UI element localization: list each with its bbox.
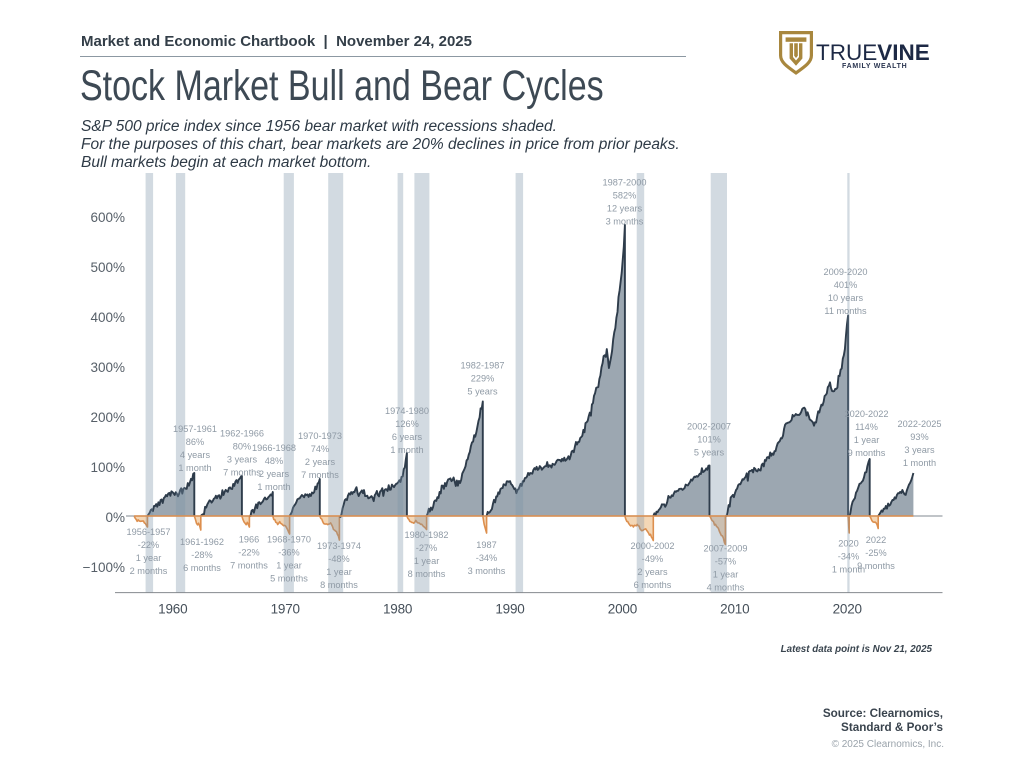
svg-text:0%: 0%	[105, 510, 125, 525]
svg-text:5 months: 5 months	[270, 573, 308, 583]
svg-text:1 month: 1 month	[257, 482, 290, 492]
svg-text:1961-1962: 1961-1962	[180, 537, 224, 547]
svg-text:1974-1980: 1974-1980	[385, 406, 429, 416]
svg-text:5 years: 5 years	[467, 386, 498, 396]
svg-text:400%: 400%	[90, 310, 125, 325]
svg-text:1980: 1980	[383, 602, 412, 617]
svg-text:1 year: 1 year	[136, 553, 162, 563]
svg-text:-25%: -25%	[865, 548, 886, 558]
svg-text:6 months: 6 months	[183, 563, 221, 573]
svg-text:9 months: 9 months	[848, 448, 886, 458]
svg-text:9 months: 9 months	[857, 561, 895, 571]
svg-text:1 month: 1 month	[178, 463, 211, 473]
svg-text:2000-2002: 2000-2002	[631, 541, 675, 551]
svg-text:1973-1974: 1973-1974	[317, 541, 361, 551]
svg-text:401%: 401%	[834, 280, 858, 290]
svg-text:80%: 80%	[233, 441, 251, 451]
svg-text:−100%: −100%	[83, 560, 125, 575]
svg-text:1 year: 1 year	[276, 560, 302, 570]
svg-text:2020: 2020	[833, 602, 862, 617]
svg-text:1966-1968: 1966-1968	[252, 443, 296, 453]
svg-text:1970-1973: 1970-1973	[298, 431, 342, 441]
svg-text:7 months: 7 months	[223, 467, 261, 477]
svg-text:1 year: 1 year	[326, 567, 352, 577]
svg-text:4 years: 4 years	[180, 450, 211, 460]
svg-text:1987-2000: 1987-2000	[603, 177, 647, 187]
svg-text:1 month: 1 month	[832, 564, 865, 574]
svg-text:12 years: 12 years	[607, 203, 643, 213]
svg-text:126%: 126%	[395, 419, 419, 429]
svg-text:3 years: 3 years	[904, 445, 935, 455]
svg-text:1990: 1990	[495, 602, 524, 617]
svg-text:229%: 229%	[471, 373, 495, 383]
svg-text:3 months: 3 months	[606, 216, 644, 226]
svg-text:1957-1961: 1957-1961	[173, 424, 217, 434]
svg-text:-28%: -28%	[191, 550, 212, 560]
svg-text:3 months: 3 months	[468, 566, 506, 576]
svg-text:200%: 200%	[90, 410, 125, 425]
svg-text:1 year: 1 year	[713, 569, 739, 579]
svg-text:1987: 1987	[476, 540, 496, 550]
svg-text:7 months: 7 months	[301, 470, 339, 480]
svg-text:1 month: 1 month	[903, 458, 936, 468]
svg-text:2007-2009: 2007-2009	[704, 543, 748, 553]
svg-text:74%: 74%	[311, 444, 329, 454]
svg-text:93%: 93%	[910, 432, 928, 442]
svg-text:-57%: -57%	[715, 556, 736, 566]
svg-text:1980-1982: 1980-1982	[405, 530, 449, 540]
svg-text:2020-2022: 2020-2022	[845, 409, 889, 419]
svg-text:2 years: 2 years	[637, 567, 668, 577]
svg-text:10 years: 10 years	[828, 293, 864, 303]
svg-text:500%: 500%	[90, 260, 125, 275]
svg-text:1 year: 1 year	[414, 556, 440, 566]
svg-text:3 years: 3 years	[227, 454, 258, 464]
svg-text:2009-2020: 2009-2020	[824, 267, 868, 277]
svg-text:-34%: -34%	[838, 551, 859, 561]
svg-text:2010: 2010	[720, 602, 749, 617]
svg-text:582%: 582%	[613, 190, 637, 200]
svg-text:2022: 2022	[866, 535, 886, 545]
svg-text:1970: 1970	[271, 602, 300, 617]
svg-text:2 months: 2 months	[130, 566, 168, 576]
svg-text:1956-1957: 1956-1957	[127, 527, 171, 537]
svg-text:600%: 600%	[90, 210, 125, 225]
svg-text:-22%: -22%	[138, 540, 159, 550]
svg-text:100%: 100%	[90, 460, 125, 475]
svg-text:48%: 48%	[265, 456, 283, 466]
svg-text:2000: 2000	[608, 602, 637, 617]
svg-text:-22%: -22%	[238, 547, 259, 557]
svg-text:1966: 1966	[239, 534, 259, 544]
svg-text:-36%: -36%	[278, 547, 299, 557]
svg-text:7 months: 7 months	[230, 560, 268, 570]
svg-text:1 year: 1 year	[854, 435, 880, 445]
svg-text:2 years: 2 years	[259, 469, 290, 479]
svg-text:1960: 1960	[158, 602, 187, 617]
svg-text:2020: 2020	[838, 538, 858, 548]
svg-text:-49%: -49%	[642, 554, 663, 564]
svg-text:114%: 114%	[855, 422, 878, 432]
svg-text:-48%: -48%	[328, 554, 349, 564]
svg-text:101%: 101%	[697, 434, 721, 444]
svg-text:2002-2007: 2002-2007	[687, 421, 731, 431]
svg-text:1982-1987: 1982-1987	[461, 360, 505, 370]
svg-text:1 month: 1 month	[390, 445, 423, 455]
svg-text:8 months: 8 months	[408, 569, 446, 579]
svg-text:-34%: -34%	[476, 553, 497, 563]
svg-text:2022-2025: 2022-2025	[898, 419, 942, 429]
svg-text:8 months: 8 months	[320, 580, 358, 590]
svg-text:-27%: -27%	[416, 543, 437, 553]
svg-text:6 years: 6 years	[392, 432, 423, 442]
svg-text:86%: 86%	[186, 437, 204, 447]
svg-text:4 months: 4 months	[707, 582, 745, 592]
svg-text:1962-1966: 1962-1966	[220, 428, 264, 438]
svg-text:6 months: 6 months	[634, 580, 672, 590]
svg-text:2 years: 2 years	[305, 457, 336, 467]
svg-text:11 months: 11 months	[824, 306, 867, 316]
svg-text:300%: 300%	[90, 360, 125, 375]
svg-text:1968-1970: 1968-1970	[267, 534, 311, 544]
svg-text:5 years: 5 years	[694, 447, 725, 457]
